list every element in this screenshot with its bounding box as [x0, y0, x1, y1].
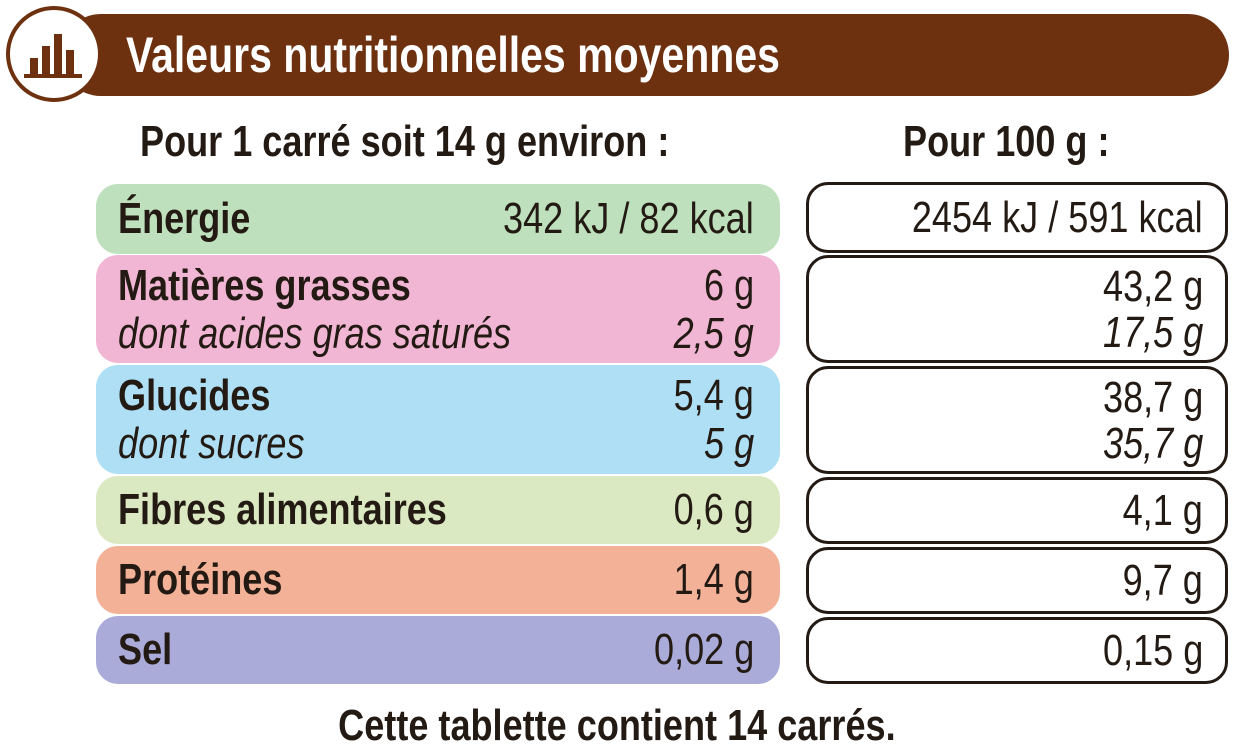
- column-heading-serving: Pour 1 carré soit 14 g environ :: [140, 117, 670, 166]
- column-heading-per-100g: Pour 100 g :: [903, 117, 1110, 166]
- footer-note: Cette tablette contient 14 carrés.: [338, 701, 896, 750]
- label-salt: Sel: [118, 625, 173, 674]
- value-protein-serving: 1,4 g: [673, 555, 754, 604]
- row-protein-per-100g: 9,7 g: [806, 547, 1228, 614]
- value-saturated-per-100g: 17,5 g: [1102, 308, 1203, 357]
- bar-chart-icon: [24, 34, 82, 78]
- label-fat: Matières grasses: [118, 261, 411, 310]
- value-salt-serving: 0,02 g: [653, 625, 754, 674]
- row-fat-serving: Matières grasses 6 g dont acides gras sa…: [96, 255, 780, 363]
- value-energy-per-100g: 2454 kJ / 591 kcal: [912, 193, 1203, 242]
- row-fiber-serving: Fibres alimentaires 0,6 g: [96, 476, 780, 544]
- value-sugars-serving: 5 g: [703, 419, 754, 468]
- label-protein: Protéines: [118, 555, 283, 604]
- value-carbs-serving: 5,4 g: [673, 371, 754, 420]
- row-salt-serving: Sel 0,02 g: [96, 616, 780, 684]
- value-protein-per-100g: 9,7 g: [1122, 556, 1203, 605]
- value-energy-serving: 342 kJ / 82 kcal: [503, 194, 754, 243]
- row-fiber-per-100g: 4,1 g: [806, 477, 1228, 544]
- label-fiber: Fibres alimentaires: [118, 485, 447, 534]
- row-salt-per-100g: 0,15 g: [806, 617, 1228, 684]
- row-carbs-serving: Glucides 5,4 g dont sucres 5 g: [96, 365, 780, 474]
- value-fat-per-100g: 43,2 g: [1102, 262, 1203, 311]
- label-sugars: dont sucres: [118, 419, 305, 468]
- row-carbs-per-100g: 38,7 g 35,7 g: [806, 366, 1228, 474]
- value-saturated-serving: 2,5 g: [673, 309, 754, 358]
- value-fat-serving: 6 g: [703, 261, 754, 310]
- value-carbs-per-100g: 38,7 g: [1102, 373, 1203, 422]
- value-sugars-per-100g: 35,7 g: [1102, 419, 1203, 468]
- header-badge: [6, 6, 102, 102]
- header-bar: [60, 14, 1229, 96]
- row-fat-per-100g: 43,2 g 17,5 g: [806, 255, 1228, 363]
- label-saturated: dont acides gras saturés: [118, 309, 512, 358]
- value-fiber-serving: 0,6 g: [673, 485, 754, 534]
- label-carbs: Glucides: [118, 371, 271, 420]
- label-energy: Énergie: [118, 194, 251, 243]
- row-protein-serving: Protéines 1,4 g: [96, 546, 780, 614]
- value-salt-per-100g: 0,15 g: [1102, 626, 1203, 675]
- header-title: Valeurs nutritionnelles moyennes: [126, 27, 780, 83]
- row-energy-serving: Énergie 342 kJ / 82 kcal: [96, 184, 780, 254]
- value-fiber-per-100g: 4,1 g: [1122, 486, 1203, 535]
- row-energy-per-100g: 2454 kJ / 591 kcal: [806, 182, 1228, 253]
